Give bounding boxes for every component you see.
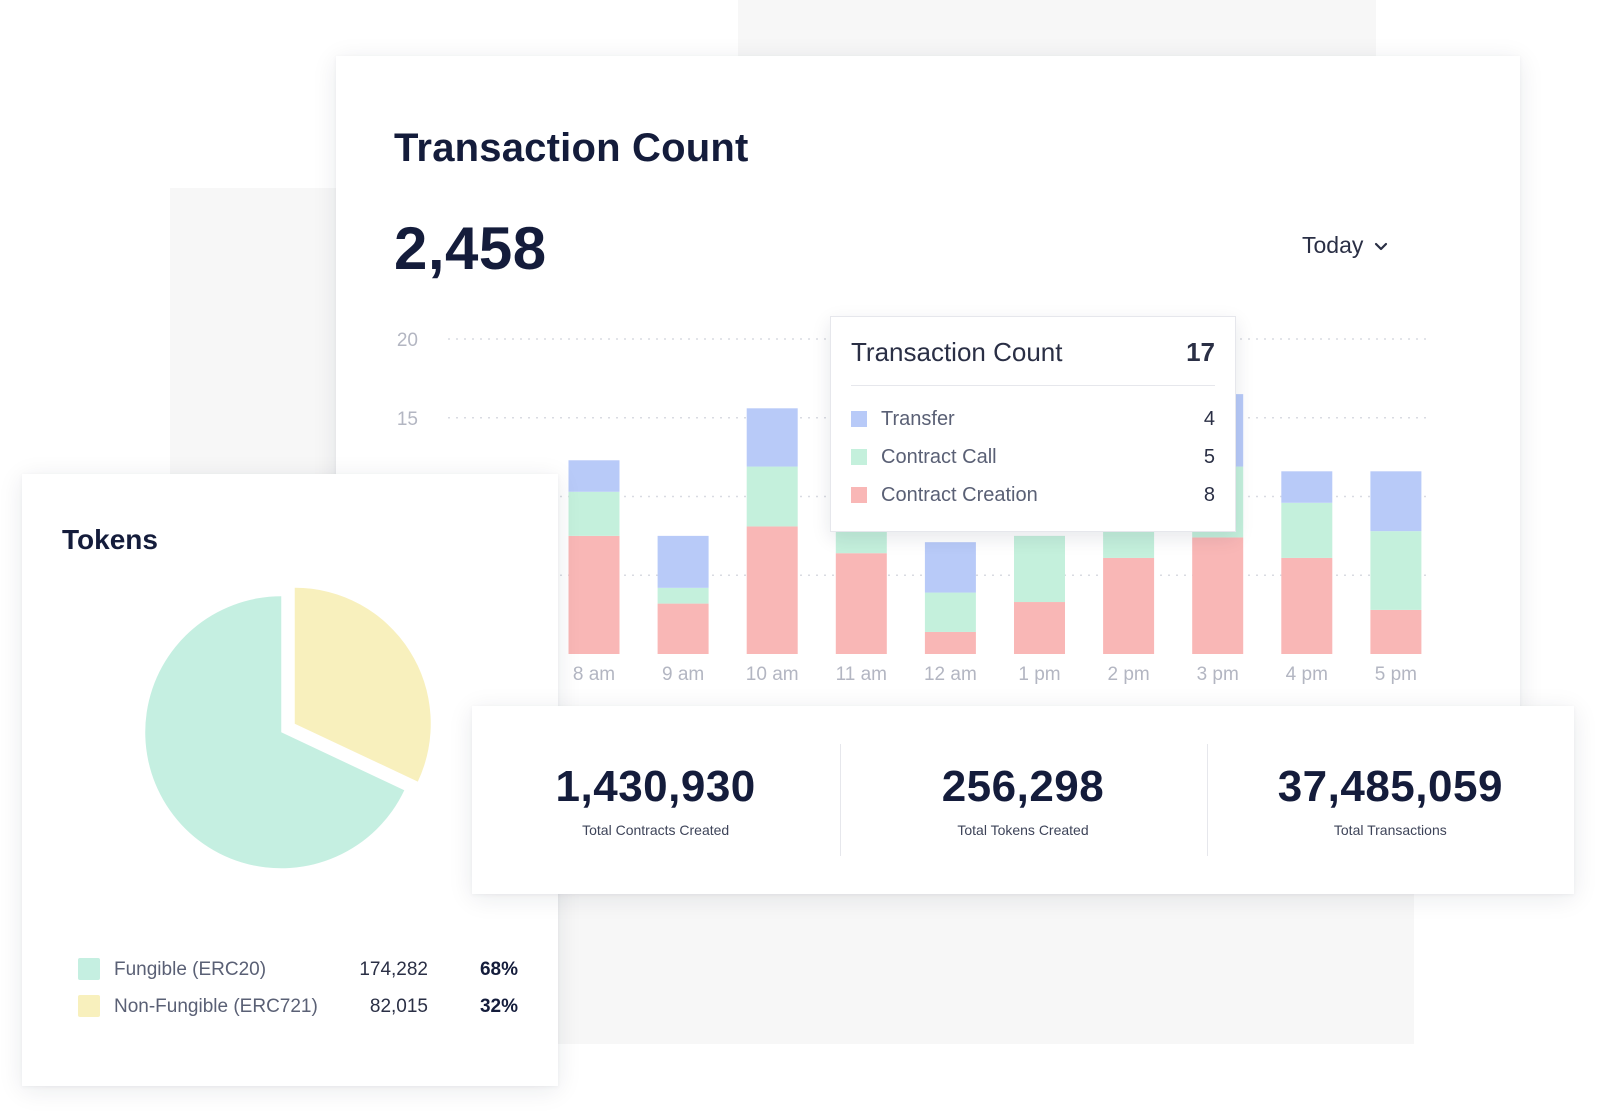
background-panel-left xyxy=(170,188,340,488)
legend-row-fungible: Fungible (ERC20) 174,282 68% xyxy=(78,958,518,982)
legend-row-non-fungible: Non-Fungible (ERC721) 82,015 32% xyxy=(78,995,518,1019)
tooltip-row-label: Contract Call xyxy=(881,445,997,468)
bar-segment-contract-creation xyxy=(746,526,798,654)
stat-divider xyxy=(1207,744,1208,856)
chart-tooltip: Transaction Count 17 Transfer 4 Contract… xyxy=(830,316,1236,532)
bar-segment-transfer xyxy=(657,535,709,588)
legend-label: Fungible (ERC20) xyxy=(114,959,267,980)
tooltip-row-label: Transfer xyxy=(881,407,955,430)
bar-segment-contract-call xyxy=(657,587,709,604)
bar-segment-contract-call xyxy=(1370,531,1422,610)
stat-value: 256,298 xyxy=(941,762,1105,811)
tooltip-total: 17 xyxy=(1186,337,1215,367)
background-panel-top xyxy=(738,0,1376,58)
bar-segment-transfer xyxy=(1370,471,1422,532)
tokens-pie-chart xyxy=(145,587,431,869)
y-tick-label: 20 xyxy=(397,330,418,351)
x-tick-label: 11 am xyxy=(836,664,887,685)
x-tick-label: 1 pm xyxy=(1018,664,1060,685)
pie-slice-non-fungible xyxy=(294,587,431,782)
background-panel-bottom xyxy=(556,890,1414,1044)
bar-segment-contract-creation xyxy=(835,553,887,654)
x-tick-label: 8 am xyxy=(573,664,615,685)
stat-total-contracts: 1,430,930 Total Contracts Created xyxy=(472,706,839,894)
bar-segment-contract-creation xyxy=(568,535,620,654)
contract-creation-swatch xyxy=(851,487,867,503)
tooltip-row-value: 4 xyxy=(1203,407,1215,430)
summary-stats-card: 1,430,930 Total Contracts Created 256,29… xyxy=(472,706,1574,894)
bar-segment-transfer xyxy=(1281,471,1333,503)
x-tick-label: 9 am xyxy=(662,664,704,685)
tooltip-row-value: 8 xyxy=(1203,483,1215,506)
stat-total-transactions: 37,485,059 Total Transactions xyxy=(1207,706,1574,894)
stat-label: Total Contracts Created xyxy=(582,822,730,838)
tooltip-row-value: 5 xyxy=(1203,445,1215,468)
legend-count: 174,282 xyxy=(359,959,428,980)
transaction-count-total: 2,458 xyxy=(394,215,547,282)
stat-value: 37,485,059 xyxy=(1277,762,1503,811)
x-tick-label: 5 pm xyxy=(1375,664,1417,685)
x-tick-label: 4 pm xyxy=(1286,664,1328,685)
x-tick-label: 12 am xyxy=(924,664,977,685)
y-tick-label: 15 xyxy=(397,409,418,430)
contract-call-swatch xyxy=(851,449,867,465)
pie-slice-fungible xyxy=(145,596,405,869)
legend-count: 82,015 xyxy=(369,996,428,1017)
time-range-dropdown[interactable]: Today xyxy=(1302,232,1389,259)
tooltip-row-contract-call: Contract Call 5 xyxy=(851,444,1215,470)
bar-segment-contract-creation xyxy=(1014,602,1065,654)
non-fungible-swatch xyxy=(78,995,100,1017)
bar-segment-contract-creation xyxy=(1370,609,1422,654)
tokens-title: Tokens xyxy=(62,524,158,555)
bar-segment-contract-call xyxy=(1014,535,1065,603)
bar-segment-contract-call xyxy=(746,466,798,527)
bar-segment-contract-call xyxy=(568,491,620,536)
bar-segment-contract-creation xyxy=(1103,557,1155,654)
fungible-swatch xyxy=(78,958,100,980)
bar-segment-contract-creation xyxy=(1281,557,1333,654)
tooltip-title: Transaction Count xyxy=(851,337,1063,367)
tooltip-row-transfer: Transfer 4 xyxy=(851,406,1215,432)
bar-segment-transfer xyxy=(568,460,620,492)
stat-total-tokens: 256,298 Total Tokens Created xyxy=(839,706,1206,894)
bar-segment-contract-creation xyxy=(1192,537,1244,654)
stat-label: Total Transactions xyxy=(1333,822,1447,838)
tooltip-row-contract-creation: Contract Creation 8 xyxy=(851,482,1215,508)
legend-percent: 68% xyxy=(479,959,518,980)
x-tick-label: 10 am xyxy=(746,664,799,685)
bar-segment-transfer xyxy=(746,408,798,467)
bar-segment-contract-call xyxy=(1281,502,1333,558)
x-tick-label: 3 pm xyxy=(1197,664,1239,685)
bar-segment-transfer xyxy=(924,542,976,593)
chevron-down-icon xyxy=(1373,238,1389,254)
tokens-card: Tokens Fungible (ERC20) 174,282 68% Non-… xyxy=(22,474,558,1086)
stat-value: 1,430,930 xyxy=(555,762,756,811)
legend-label: Non-Fungible (ERC721) xyxy=(114,996,318,1017)
x-tick-label: 2 pm xyxy=(1107,664,1149,685)
bar-segment-contract-creation xyxy=(924,631,976,654)
stat-label: Total Tokens Created xyxy=(957,822,1089,838)
bar-segment-contract-call xyxy=(924,592,976,632)
tooltip-row-label: Contract Creation xyxy=(881,483,1038,506)
tooltip-header: Transaction Count 17 xyxy=(851,337,1215,386)
transaction-count-title: Transaction Count xyxy=(394,126,749,170)
bar-segment-contract-creation xyxy=(657,603,709,654)
transfer-swatch xyxy=(851,411,867,427)
time-range-label: Today xyxy=(1302,232,1364,258)
legend-percent: 32% xyxy=(479,996,518,1017)
stat-divider xyxy=(840,744,841,856)
